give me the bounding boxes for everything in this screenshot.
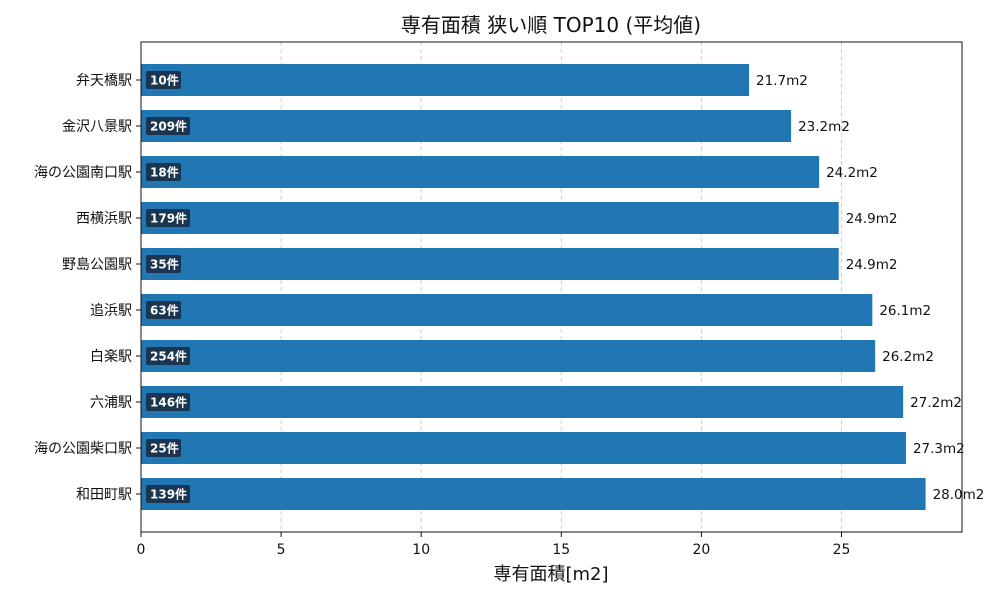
count-badge [146,209,190,227]
bar [141,386,904,418]
y-tick-label: 金沢八景駅 [62,119,132,135]
count-badge [146,255,181,273]
count-label: 10件 [150,73,179,88]
y-tick-label: 六浦駅 [90,395,132,411]
x-tick-label: 25 [833,542,851,558]
value-label: 24.2m2 [826,165,878,181]
y-tick-label: 和田町駅 [76,487,132,503]
count-badge [146,301,181,319]
y-tick-label: 海の公園柴口駅 [34,441,132,457]
count-badge [146,485,190,503]
count-label: 63件 [150,303,179,318]
value-label: 23.2m2 [798,119,850,135]
value-label: 26.2m2 [882,349,934,365]
bar [141,156,820,188]
chart-title: 専有面積 狭い順 TOP10 (平均値) [401,13,701,37]
value-label: 26.1m2 [879,303,931,319]
value-label: 21.7m2 [756,73,808,89]
count-badge [146,347,190,365]
y-tick-label: 弁天橋駅 [76,73,132,89]
count-label: 139件 [150,487,187,502]
count-label: 35件 [150,257,179,272]
bar [141,64,750,96]
x-axis: 0 5 10 15 20 25 [137,532,851,558]
count-label: 146件 [150,395,187,410]
value-label: 28.0m2 [933,487,985,503]
y-tick-label: 野島公園駅 [62,257,132,273]
y-tick-label: 白楽駅 [90,349,132,365]
y-tick-label: 西横浜駅 [76,211,132,227]
count-badge [146,163,181,181]
value-label: 24.9m2 [846,211,898,227]
value-label: 27.3m2 [913,441,965,457]
count-label: 179件 [150,211,187,226]
bar [141,294,873,326]
x-tick-label: 5 [277,542,286,558]
bar [141,202,839,234]
count-badge [146,117,190,135]
bar [141,340,876,372]
x-tick-label: 15 [552,542,570,558]
count-label: 209件 [150,119,187,134]
value-label: 24.9m2 [846,257,898,273]
y-axis: 弁天橋駅金沢八景駅海の公園南口駅西横浜駅野島公園駅追浜駅白楽駅六浦駅海の公園柴口… [34,73,141,503]
count-label: 254件 [150,349,187,364]
x-axis-label: 専有面積[m2] [493,564,608,585]
bar [141,432,906,464]
bars-group: 10件 21.7m2 209件 23.2m2 18件 24.2m2 179件 24.9m2 35… [141,64,984,510]
count-label: 25件 [150,441,179,456]
plot-frame [140,41,963,533]
bar [141,110,792,142]
count-label: 18件 [150,165,179,180]
bar [141,478,926,510]
y-tick-label: 海の公園南口駅 [34,165,132,181]
x-tick-label: 0 [137,542,146,558]
count-badge [146,393,190,411]
y-tick-label: 追浜駅 [90,303,132,319]
x-tick-label: 10 [412,542,430,558]
x-tick-label: 20 [692,542,710,558]
bar [141,248,839,280]
count-badge [146,71,181,89]
value-label: 27.2m2 [910,395,962,411]
count-badge [146,439,181,457]
